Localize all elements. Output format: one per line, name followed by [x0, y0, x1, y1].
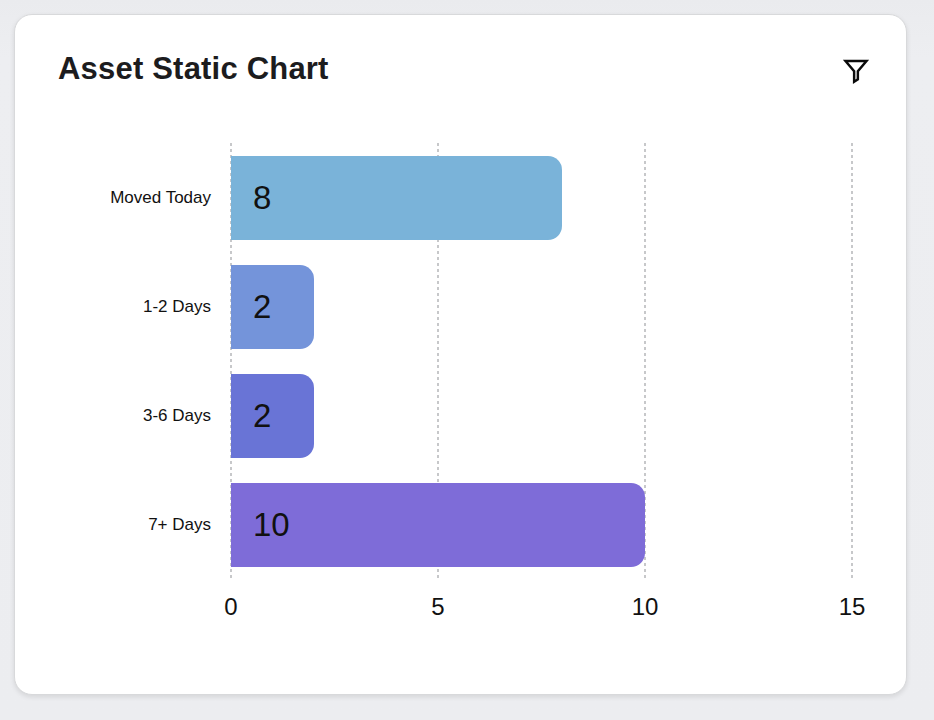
page-title: Asset Static Chart	[58, 51, 329, 87]
filter-button[interactable]	[836, 51, 876, 91]
bar-row: 3-6 Days2	[231, 361, 852, 470]
category-label: 7+ Days	[148, 515, 211, 535]
bar-value-label: 8	[231, 181, 271, 214]
bar-3-6-days[interactable]: 2	[231, 374, 314, 458]
chart-card: Asset Static Chart Moved Today81-2 Days2…	[14, 14, 907, 695]
x-tick-label: 5	[431, 593, 444, 621]
bar-value-label: 2	[231, 290, 271, 323]
page-background: Asset Static Chart Moved Today81-2 Days2…	[0, 0, 934, 720]
category-label: Moved Today	[110, 188, 211, 208]
category-label: 3-6 Days	[143, 406, 211, 426]
x-tick-label: 15	[839, 593, 866, 621]
bar-1-2-days[interactable]: 2	[231, 265, 314, 349]
x-tick-label: 0	[224, 593, 237, 621]
bar-row: Moved Today8	[231, 143, 852, 252]
category-label: 1-2 Days	[143, 297, 211, 317]
x-tick-label: 10	[632, 593, 659, 621]
bar-moved-today[interactable]: 8	[231, 156, 562, 240]
plot-area: Moved Today81-2 Days23-6 Days27+ Days10	[231, 143, 852, 579]
bar-value-label: 10	[231, 508, 290, 541]
bar-chart: Moved Today81-2 Days23-6 Days27+ Days10 …	[15, 129, 908, 669]
x-axis: 051015	[231, 593, 852, 627]
bar-row: 7+ Days10	[231, 470, 852, 579]
funnel-icon	[842, 56, 870, 86]
bar-row: 1-2 Days2	[231, 252, 852, 361]
bar-7-days[interactable]: 10	[231, 483, 645, 567]
bar-value-label: 2	[231, 399, 271, 432]
